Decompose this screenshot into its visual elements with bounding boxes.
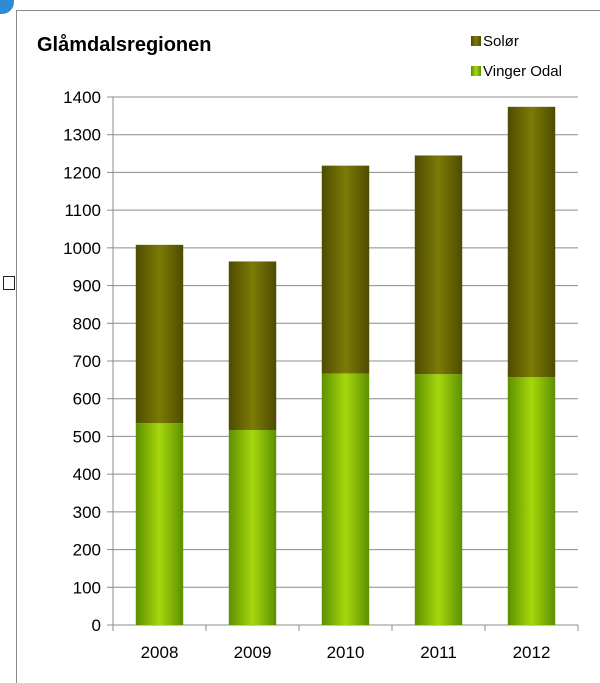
y-tick-label: 1000	[63, 239, 101, 258]
bar-solor-2012	[507, 106, 556, 378]
legend-item-vinger-odal: Vinger Odal	[471, 63, 562, 80]
y-tick-label: 1300	[63, 126, 101, 145]
x-tick-label: 2012	[513, 643, 551, 662]
bar-solor-2008	[135, 244, 184, 424]
legend-swatch-solor	[471, 36, 481, 46]
bar-vinger-odal-2010	[321, 373, 370, 625]
bars	[135, 106, 556, 625]
bar-vinger-odal-2011	[414, 374, 463, 625]
x-tick-label: 2011	[420, 643, 457, 662]
bar-vinger-odal-2012	[507, 377, 556, 625]
y-tick-label: 0	[92, 616, 101, 635]
bar-vinger-odal-2008	[135, 423, 184, 625]
legend: Solør Vinger Odal	[471, 33, 562, 80]
x-tick-label: 2009	[234, 643, 272, 662]
y-tick-label: 900	[73, 277, 101, 296]
legend-swatch-vinger-odal	[471, 66, 481, 76]
y-tick-label: 400	[73, 465, 101, 484]
y-tick-label: 800	[73, 314, 101, 333]
chart-border	[16, 10, 600, 683]
y-tick-label: 200	[73, 541, 101, 560]
y-tick-label: 500	[73, 427, 101, 446]
x-tick-label: 2010	[327, 643, 365, 662]
legend-label-vinger-odal: Vinger Odal	[483, 63, 562, 80]
tick-labels: 0 100 200 300 400 500 600 700 800 900 1000 1100 1200…	[63, 88, 550, 662]
y-tick-label: 1100	[64, 201, 101, 220]
bar-vinger-odal-2009	[228, 430, 277, 625]
bar-solor-2009	[228, 261, 277, 431]
y-tick-label: 1200	[63, 163, 101, 182]
bar-solor-2011	[414, 155, 463, 375]
y-tick-label: 100	[73, 578, 101, 597]
chart-title: Glåmdalsregionen	[37, 33, 212, 56]
side-checkbox-shape	[3, 276, 15, 290]
y-tick-label: 1400	[63, 88, 101, 107]
x-tick-label: 2008	[141, 643, 179, 662]
bar-solor-2010	[321, 165, 370, 374]
y-tick-label: 300	[73, 503, 101, 522]
legend-label-solor: Solør	[483, 33, 519, 50]
y-tick-label: 600	[73, 390, 101, 409]
y-tick-label: 700	[73, 352, 101, 371]
legend-item-solor: Solør	[471, 33, 519, 50]
